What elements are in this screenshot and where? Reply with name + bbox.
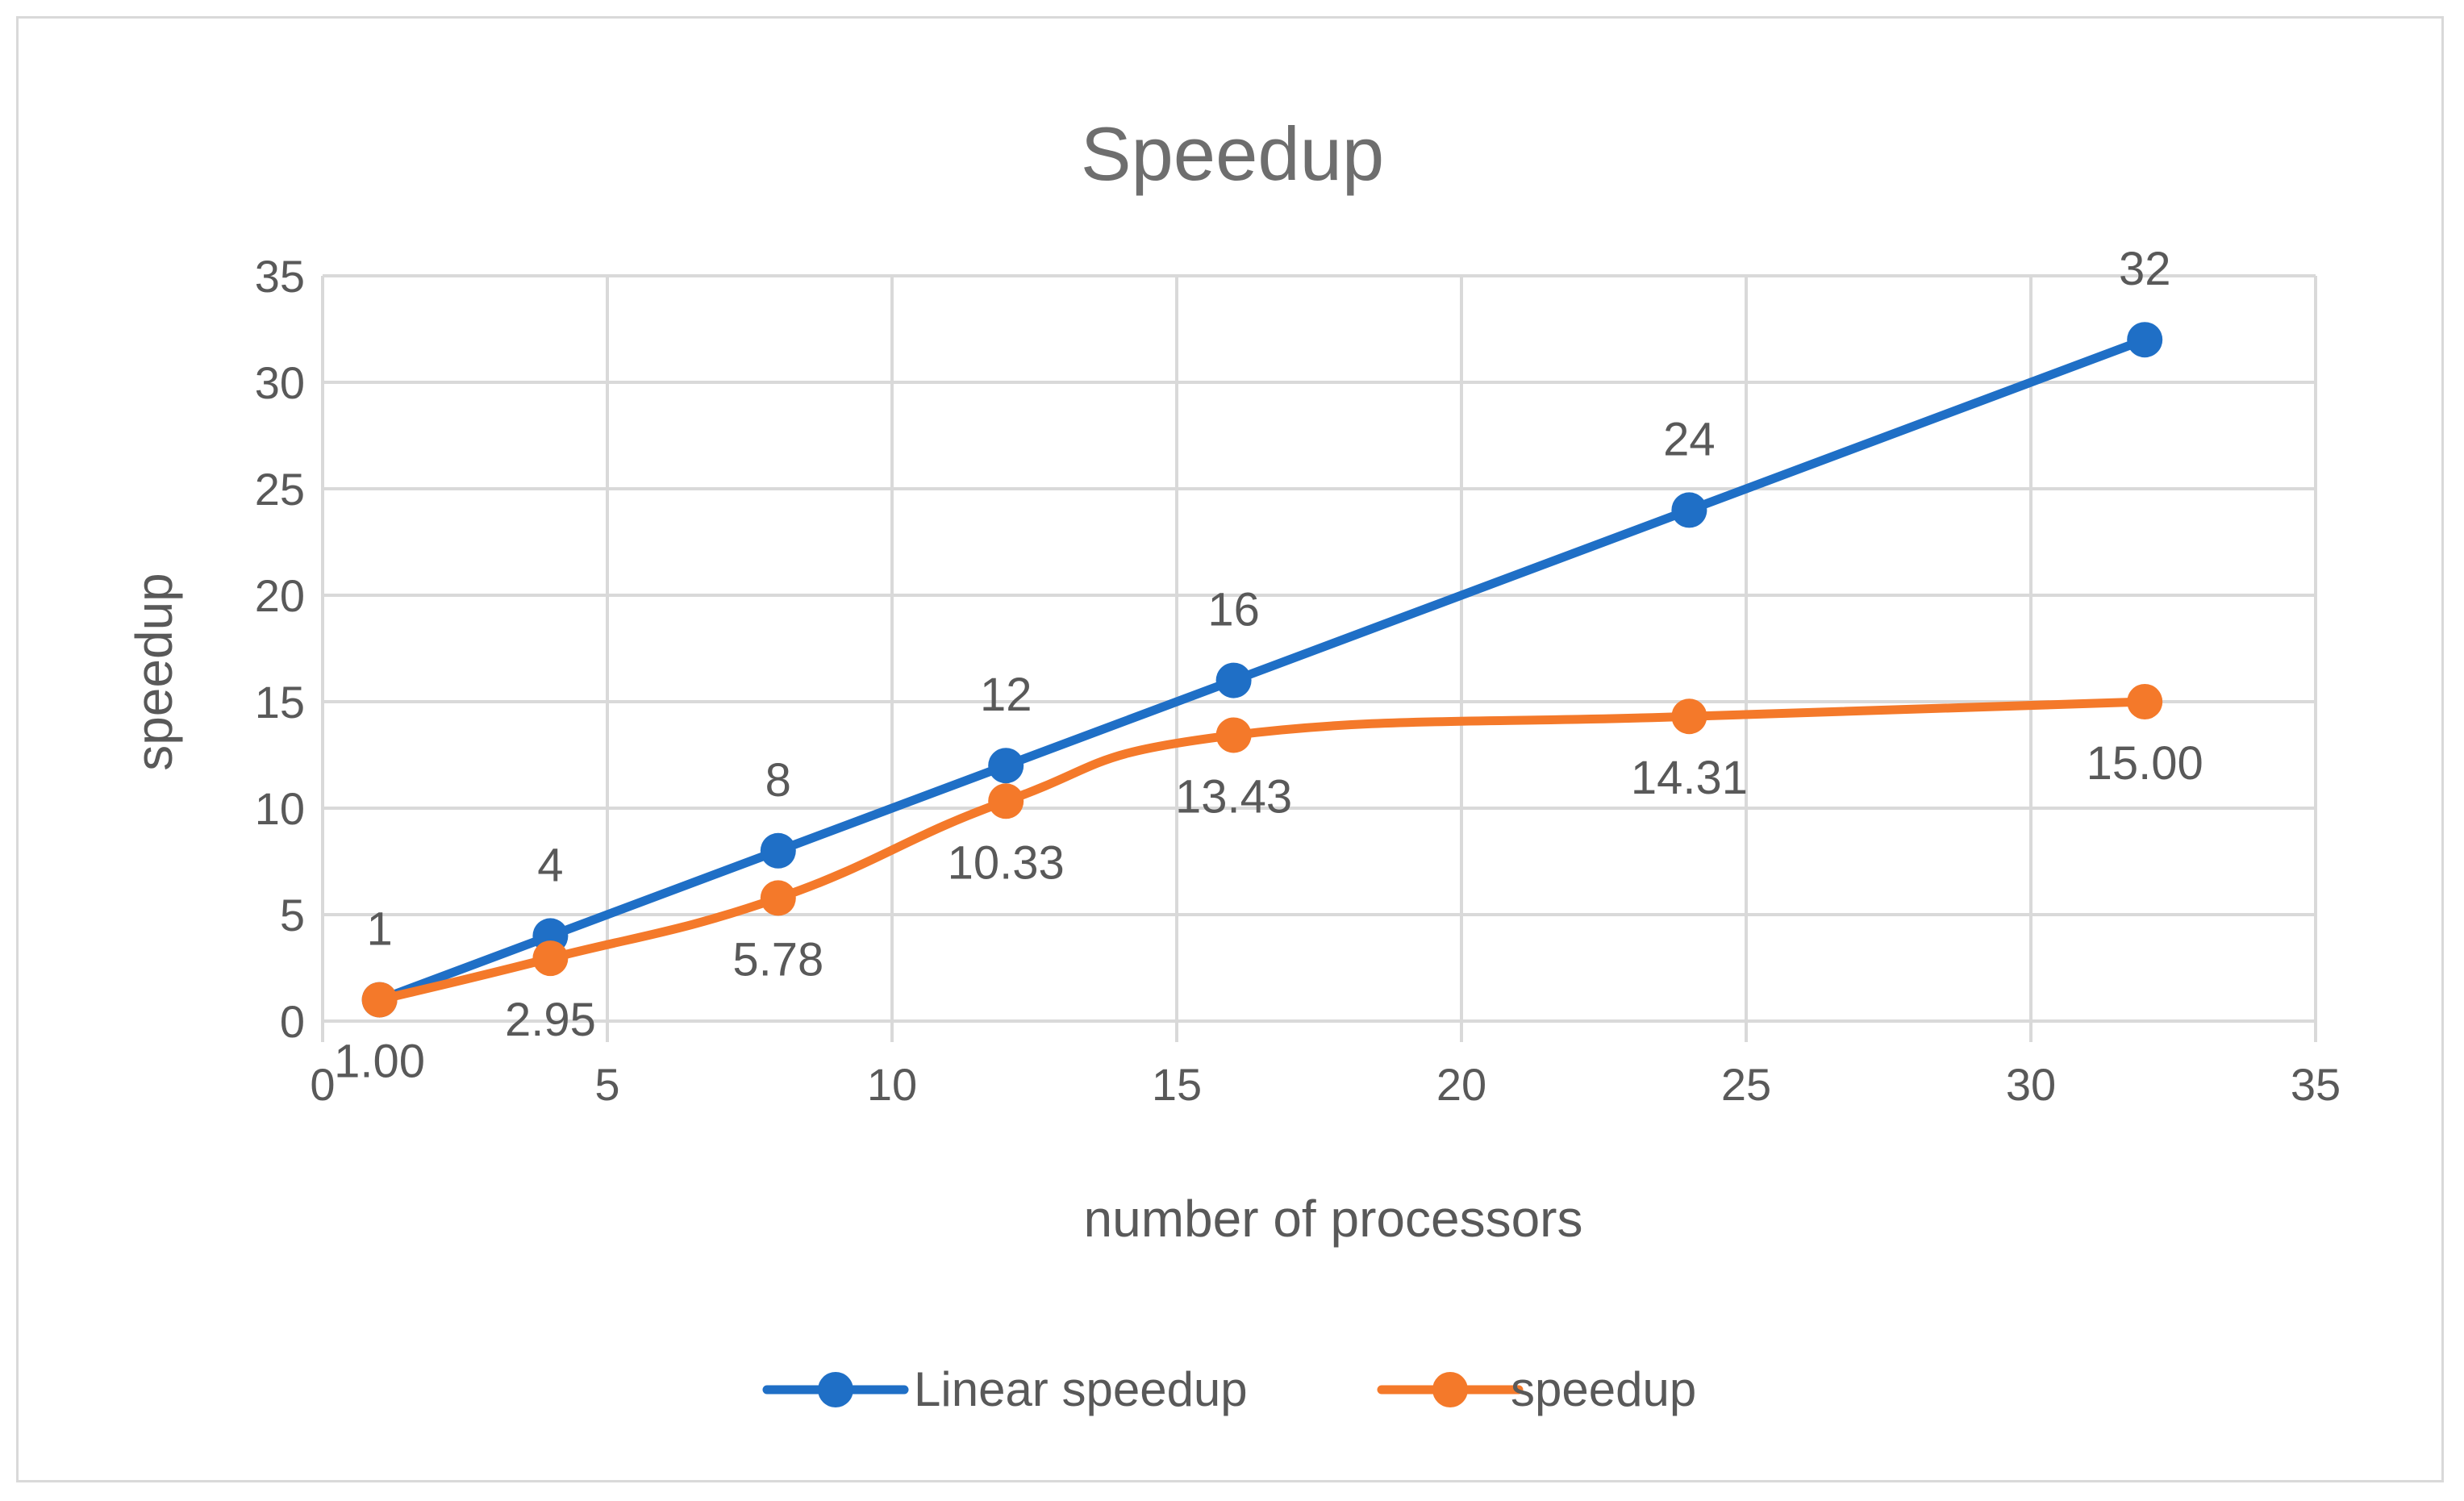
legend-swatch-marker <box>1432 1372 1468 1407</box>
series-line-2 <box>375 697 2149 1005</box>
series-2-point <box>361 982 398 1018</box>
y-tick-label: 25 <box>255 464 305 515</box>
series-2-point <box>2127 684 2163 719</box>
y-tick-label: 20 <box>255 570 305 621</box>
y-axis-title: speedup <box>125 573 183 771</box>
x-tick-label: 15 <box>1152 1059 1202 1110</box>
series-2-point <box>1671 698 1707 735</box>
data-label: 15.00 <box>2087 737 2203 790</box>
y-tick-label: 10 <box>255 783 305 834</box>
legend-label: Linear speedup <box>914 1362 1248 1416</box>
legend: Linear speedup speedup <box>762 1362 1696 1416</box>
series-1-point <box>760 832 796 869</box>
x-tick-label: 25 <box>1721 1059 1771 1110</box>
data-label: 32 <box>2119 243 2171 295</box>
chart-frame: 0 5 10 15 20 25 30 35 0 5 10 15 20 25 30 35 1 4 8 12 16 24 32… <box>16 16 2444 1482</box>
legend-swatch-marker <box>818 1372 853 1407</box>
data-label: 2.95 <box>505 994 596 1046</box>
data-label: 4 <box>537 839 563 891</box>
series-2-point <box>532 940 569 977</box>
y-tick-label: 15 <box>255 677 305 728</box>
data-label: 8 <box>765 754 791 807</box>
data-label: 1.00 <box>334 1036 425 1088</box>
data-label: 10.33 <box>948 836 1065 889</box>
y-tick-label: 30 <box>255 357 305 408</box>
data-label: 5.78 <box>732 933 823 986</box>
x-axis-title: number of processors <box>1084 1190 1583 1248</box>
series-1-point <box>988 748 1024 784</box>
data-label: 13.43 <box>1175 770 1292 823</box>
series-1-point <box>2127 322 2163 358</box>
series-2-point <box>988 783 1024 819</box>
data-label: 24 <box>1663 413 1716 465</box>
series-line-1 <box>375 335 2149 1005</box>
x-tick-label: 20 <box>1436 1059 1486 1110</box>
data-labels: 1 4 8 12 16 24 32 1.00 2.95 5.78 10.33 13.43 14.31 15… <box>334 243 2203 1087</box>
series <box>361 322 2163 1018</box>
data-label: 16 <box>1207 584 1260 636</box>
data-label: 14.31 <box>1631 752 1748 804</box>
x-tick-label: 35 <box>2291 1059 2341 1110</box>
y-tick-label: 35 <box>255 251 305 302</box>
speedup-chart: 0 5 10 15 20 25 30 35 0 5 10 15 20 25 30 35 1 4 8 12 16 24 32… <box>125 111 2341 1416</box>
x-tick-label: 5 <box>594 1059 619 1110</box>
chart-title: Speedup <box>1081 111 1384 196</box>
data-label: 12 <box>980 669 1032 721</box>
data-label: 1 <box>366 903 392 956</box>
axis-ticks: 0 5 10 15 20 25 30 35 0 5 10 15 20 25 30 35 <box>255 251 2341 1110</box>
x-tick-label: 0 <box>310 1059 335 1110</box>
y-tick-label: 5 <box>280 890 305 940</box>
series-2-point <box>760 880 796 916</box>
series-1-point <box>1671 492 1707 528</box>
series-1-point <box>1215 662 1252 698</box>
series-2-point <box>1215 717 1252 753</box>
y-tick-label: 0 <box>280 996 305 1047</box>
x-tick-label: 30 <box>2006 1059 2056 1110</box>
legend-label: speedup <box>1511 1362 1696 1416</box>
grid <box>321 274 2317 1042</box>
x-tick-label: 10 <box>867 1059 917 1110</box>
